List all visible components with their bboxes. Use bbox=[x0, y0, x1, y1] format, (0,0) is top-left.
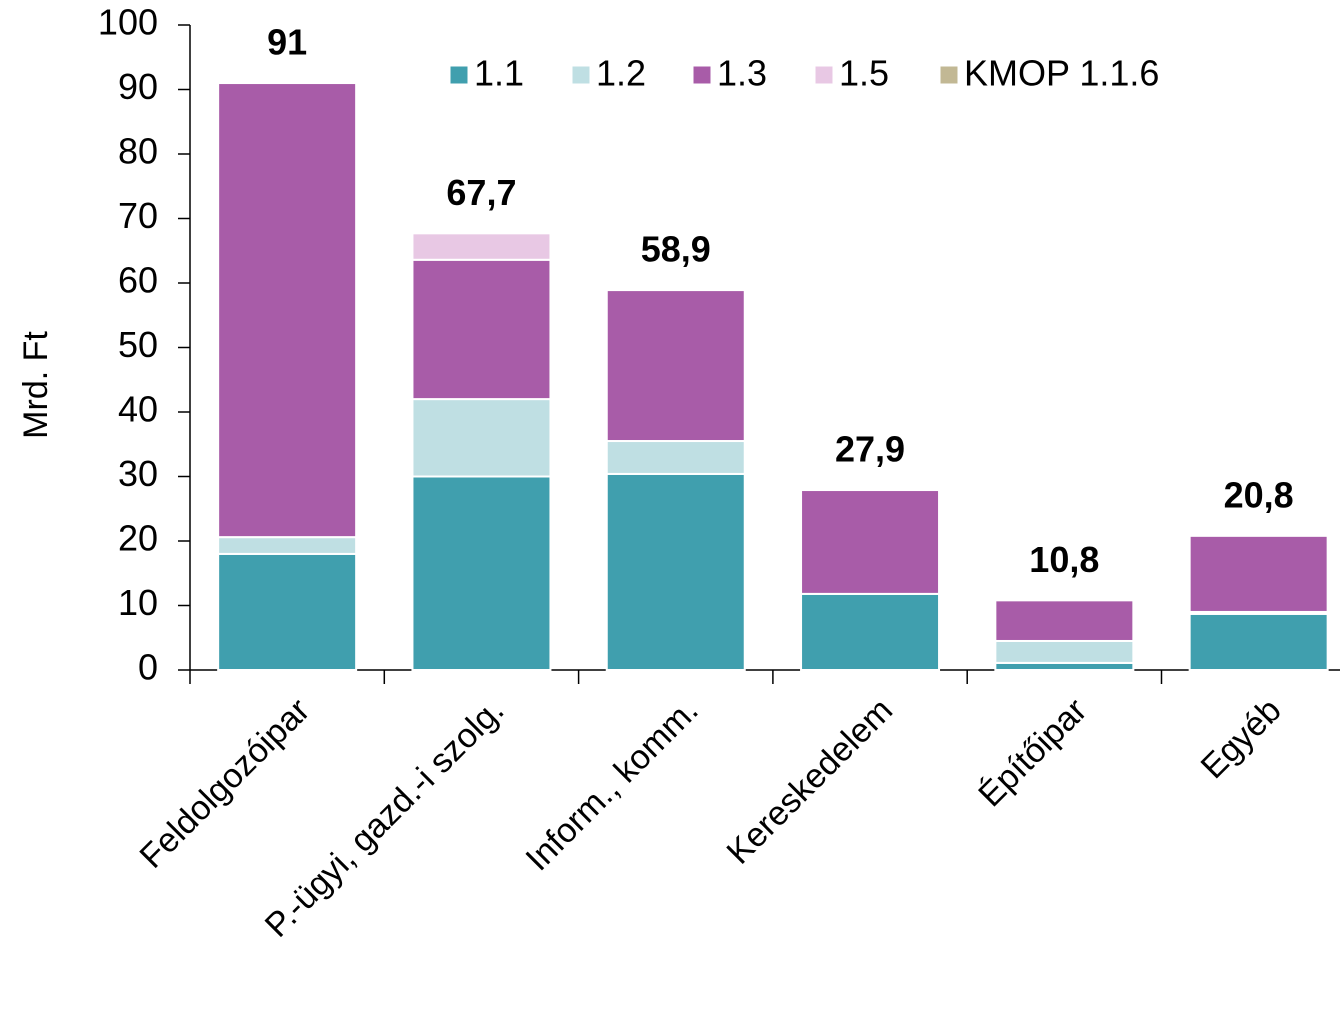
legend-swatch bbox=[571, 65, 591, 85]
bar-segment bbox=[1188, 534, 1329, 613]
y-tick-label: 80 bbox=[118, 131, 158, 172]
legend-swatch bbox=[939, 65, 959, 85]
bar-segment bbox=[605, 440, 746, 475]
legend-label: KMOP 1.1.6 bbox=[964, 53, 1159, 94]
total-label: 20,8 bbox=[1224, 474, 1294, 515]
bar-segment bbox=[994, 661, 1135, 672]
bar-segment bbox=[1188, 612, 1329, 672]
bar-segment bbox=[411, 258, 552, 401]
bar-segment bbox=[994, 599, 1135, 642]
bar-segment bbox=[411, 398, 552, 478]
bar-segment bbox=[217, 552, 358, 672]
legend-swatch bbox=[692, 65, 712, 85]
bar-segment bbox=[411, 475, 552, 671]
x-tick-label: Feldolgozóipar bbox=[133, 691, 318, 876]
legend-label: 1.1 bbox=[474, 53, 524, 94]
legend-label: 1.2 bbox=[596, 53, 646, 94]
x-tick-label: Kereskedelem bbox=[720, 691, 901, 872]
x-tick-label: Inform., komm. bbox=[519, 691, 706, 878]
legend-label: 1.5 bbox=[839, 53, 889, 94]
y-tick-label: 10 bbox=[118, 582, 158, 623]
bar-segment bbox=[605, 472, 746, 672]
total-label: 67,7 bbox=[446, 172, 516, 213]
x-tick-label: Egyéb bbox=[1194, 691, 1289, 786]
bar-segment bbox=[217, 536, 358, 555]
total-label: 58,9 bbox=[641, 229, 711, 270]
bar-segment bbox=[411, 232, 552, 261]
legend-swatch bbox=[449, 65, 469, 85]
y-tick-label: 0 bbox=[138, 647, 158, 688]
y-tick-label: 30 bbox=[118, 453, 158, 494]
bar-segment bbox=[994, 639, 1135, 664]
legend-label: 1.3 bbox=[717, 53, 767, 94]
y-tick-label: 90 bbox=[118, 66, 158, 107]
total-label: 27,9 bbox=[835, 429, 905, 470]
y-axis-label: Mrd. Ft bbox=[17, 331, 55, 439]
bar-segment bbox=[605, 289, 746, 443]
bar-segment bbox=[800, 489, 941, 595]
bar-segment bbox=[217, 82, 358, 539]
y-tick-label: 20 bbox=[118, 518, 158, 559]
legend-swatch bbox=[814, 65, 834, 85]
bar-segment bbox=[800, 592, 941, 672]
total-label: 91 bbox=[267, 22, 307, 63]
x-tick-label: Építőipar bbox=[971, 691, 1094, 814]
y-tick-label: 40 bbox=[118, 389, 158, 430]
y-tick-label: 100 bbox=[98, 2, 158, 43]
y-tick-label: 70 bbox=[118, 195, 158, 236]
y-tick-label: 50 bbox=[118, 324, 158, 365]
y-tick-label: 60 bbox=[118, 260, 158, 301]
total-label: 10,8 bbox=[1029, 539, 1099, 580]
